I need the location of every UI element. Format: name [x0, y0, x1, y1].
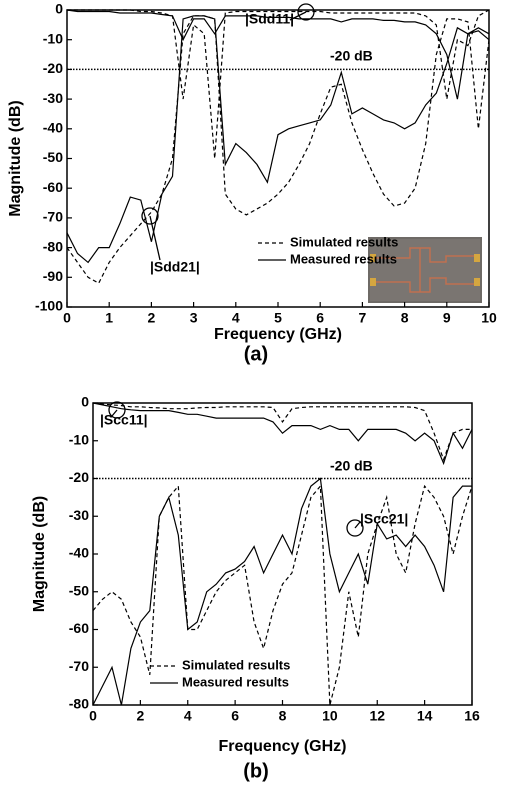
x-tick-label: 2 — [136, 708, 144, 724]
plot-frame — [66, 9, 490, 308]
reference-label: -20 dB — [330, 48, 373, 64]
y-tick-label: 0 — [81, 394, 89, 410]
y-tick-label: -60 — [69, 620, 89, 636]
panel-label: (b) — [243, 760, 269, 782]
x-tick-label: 10 — [322, 708, 338, 724]
annotation-circle — [141, 207, 159, 225]
data-line — [66, 9, 490, 100]
x-tick-label: 4 — [184, 708, 192, 724]
annotation-label: |Scc21| — [360, 511, 408, 527]
x-tick-label: 6 — [316, 310, 324, 326]
x-tick-label: 10 — [481, 310, 497, 326]
x-axis-title: Frequency (GHz) — [214, 326, 342, 343]
annotation-arrow — [149, 215, 161, 261]
y-axis-title: Magnitude (dB) — [31, 496, 48, 612]
x-tick-label: 2 — [148, 310, 156, 326]
photo-connector — [370, 278, 376, 286]
x-tick-label: 4 — [232, 310, 240, 326]
legend-label: Measured results — [182, 674, 289, 689]
annotation-label: |Sdd11| — [245, 11, 294, 27]
x-tick-label: 3 — [190, 310, 198, 326]
x-tick-label: 8 — [279, 708, 287, 724]
y-tick-label: 0 — [55, 1, 63, 17]
y-tick-label: -90 — [43, 268, 63, 284]
y-tick-label: -40 — [69, 545, 89, 561]
y-tick-label: -10 — [43, 30, 63, 46]
data-line — [92, 402, 472, 462]
legend-label: Simulated results — [182, 657, 290, 672]
annotation-circle — [108, 401, 126, 419]
x-tick-label: 1 — [105, 310, 113, 326]
annotation-label: |Scc11| — [100, 412, 148, 428]
y-tick-label: -70 — [43, 209, 63, 225]
annotation-circle — [297, 3, 315, 21]
x-tick-label: 14 — [417, 708, 433, 724]
y-tick-label: -20 — [69, 469, 89, 485]
annotation-arrow — [289, 11, 307, 21]
data-line — [92, 402, 473, 466]
x-axis-title: Frequency (GHz) — [218, 738, 346, 755]
inset-photo — [368, 237, 482, 303]
y-tick-label: -100 — [35, 298, 63, 314]
y-tick-label: -10 — [69, 431, 89, 447]
photo-connector — [474, 254, 480, 262]
y-tick-label: -80 — [69, 696, 89, 712]
y-tick-label: -50 — [69, 582, 89, 598]
annotation-circle — [346, 519, 364, 537]
photo-connector — [474, 278, 480, 286]
x-tick-label: 8 — [401, 310, 409, 326]
x-tick-label: 6 — [231, 708, 239, 724]
x-tick-label: 7 — [359, 310, 367, 326]
x-tick-label: 0 — [89, 708, 97, 724]
y-axis-title: Magnitude (dB) — [7, 100, 24, 216]
annotation-label: |Sdd21| — [150, 259, 200, 275]
photo-connector — [370, 254, 376, 262]
y-tick-label: -30 — [43, 90, 63, 106]
annotation-arrow — [111, 409, 118, 417]
y-tick-label: -20 — [43, 60, 63, 76]
photo-traces — [372, 247, 478, 293]
y-tick-label: -60 — [43, 179, 63, 195]
y-tick-label: -50 — [43, 149, 63, 165]
data-line — [67, 9, 490, 159]
x-tick-label: 16 — [464, 708, 480, 724]
panel-label: (a) — [244, 343, 268, 365]
y-tick-label: -40 — [43, 120, 63, 136]
x-tick-label: 12 — [369, 708, 385, 724]
legend-label: Measured results — [290, 251, 397, 266]
x-tick-label: 9 — [443, 310, 451, 326]
reference-label: -20 dB — [330, 458, 373, 474]
data-line — [92, 484, 473, 706]
x-tick-label: 5 — [274, 310, 282, 326]
photo-substrate — [370, 239, 480, 301]
y-tick-label: -70 — [69, 658, 89, 674]
data-line — [92, 477, 472, 706]
annotation-arrow — [354, 521, 361, 529]
legend-label: Simulated results — [290, 234, 398, 249]
data-line — [66, 15, 490, 264]
x-tick-label: 0 — [63, 310, 71, 326]
plot-frame — [92, 402, 473, 706]
y-tick-label: -80 — [43, 238, 63, 254]
y-tick-label: -30 — [69, 507, 89, 523]
